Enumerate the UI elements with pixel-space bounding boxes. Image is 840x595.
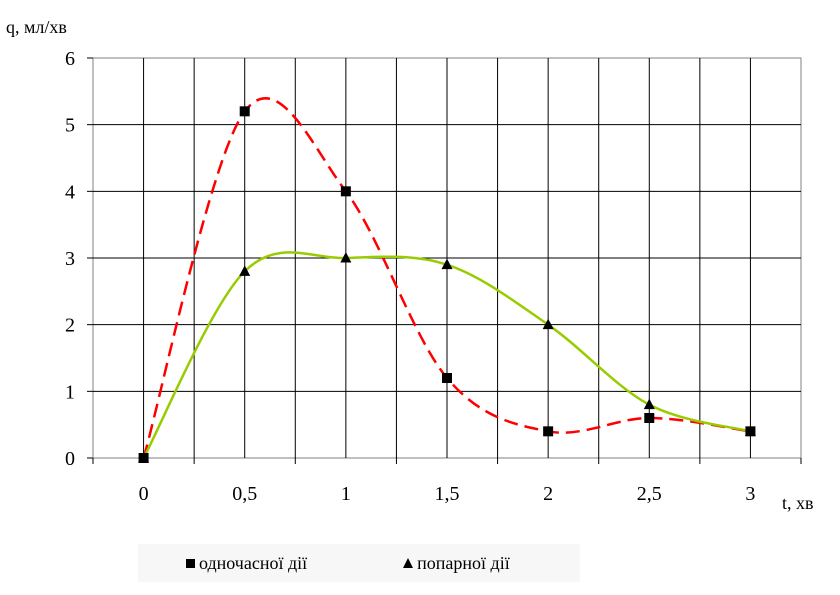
legend-item-series-2: попарної дії [403,553,510,574]
series-2-point [441,258,453,270]
x-tick-label: 1,5 [435,483,460,505]
x-tick-labels: 0 0,5 1 1,5 2 2,5 3 [139,483,756,505]
legend-label-series-2: попарної дії [417,552,510,573]
y-tick-label: 5 [65,115,75,137]
x-tick-label: 3 [745,483,755,505]
legend: одночасної дії попарної дії [138,544,580,582]
series-2-point [138,452,150,463]
square-marker-icon [186,558,195,568]
legend-label-series-1: одночасної дії [199,552,308,573]
y-tick-label: 3 [65,248,75,270]
y-tick-label: 0 [65,448,75,470]
series-1-point [340,186,351,197]
x-tick-label: 1 [341,483,351,505]
y-tick-labels: 0 1 2 3 4 5 6 [65,48,75,470]
series-2-point [744,425,756,436]
x-tick-label: 0 [139,483,149,505]
y-tick-label: 4 [65,181,75,203]
series-1-point [543,426,554,437]
series-2-point [542,318,554,330]
x-tick-label: 2 [543,483,553,505]
series-2-point [340,252,352,263]
series-markers [138,106,756,463]
triangle-marker-icon [403,558,414,568]
y-tick-label: 2 [65,315,75,337]
series-1-point [239,106,250,117]
x-tick-label: 0,5 [232,483,257,505]
y-tick-label: 1 [65,381,75,403]
x-axis-label: t, хв [782,493,814,513]
legend-item-series-1: одночасної дії [186,553,307,574]
y-tick-label: 6 [65,48,75,70]
series-1-point [644,413,655,423]
series-1-point [442,373,452,383]
y-axis-label: q, мл/хв [6,17,67,37]
series-1-line [142,97,751,459]
series-2-point [643,398,655,410]
x-tick-label: 2,5 [637,483,662,505]
series-2-point [239,265,251,276]
